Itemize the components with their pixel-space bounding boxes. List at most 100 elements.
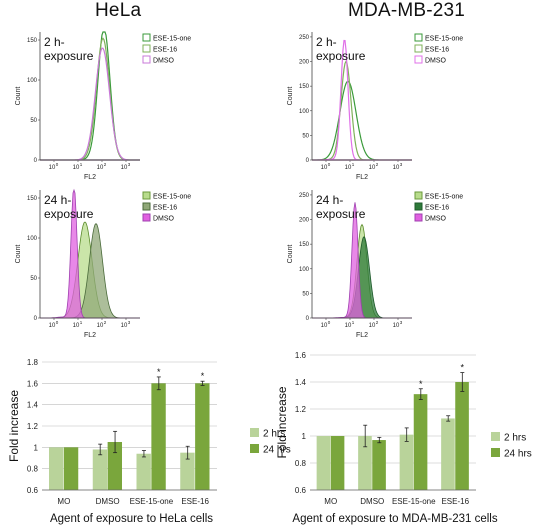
x-tick-exponent: 1 (352, 162, 355, 167)
y-tick-label: 0.8 (27, 465, 39, 474)
y-tick-label: 150 (27, 196, 38, 202)
x-tick-label: ESE-15-one (130, 497, 174, 506)
histogram-ese-16 (40, 223, 140, 319)
legend-swatch (142, 202, 151, 211)
x-tick-exponent: 1 (80, 320, 83, 325)
heading-mda-mb-231: MDA-MB-231 (348, 0, 466, 21)
y-tick-label: 1 (302, 432, 307, 441)
y-tick-label: 1.2 (27, 422, 39, 431)
y-tick-label: 0.8 (295, 459, 307, 468)
legend-label: DMSO (425, 58, 447, 65)
bar-mda: 0.6 0.8 1 1.2 1.4 1.6 Fold increase MO DMSO * ESE-… (275, 351, 532, 525)
x-tick-label: 10 (49, 323, 56, 329)
legend-label: ESE-16 (153, 47, 177, 54)
bar-2-hrs-mo (49, 447, 64, 490)
legend-swatch (414, 55, 423, 64)
y-axis-label: Count (15, 87, 22, 106)
bar-hela: 0.6 0.8 1 1.2 1.4 1.6 1.8 Fold increase MO DMSO * E… (7, 358, 291, 525)
legend-swatch (142, 55, 151, 64)
heading-hela: HeLa (95, 0, 142, 21)
legend-label: DMSO (425, 216, 447, 223)
y-tick-label: 1.6 (295, 351, 307, 360)
y-tick-label: 0 (306, 158, 310, 164)
y-tick-label: 0.6 (295, 486, 307, 495)
x-tick-label: 10 (73, 323, 80, 329)
y-tick-label: 200 (299, 60, 310, 66)
legend: ESE-15-one ESE-16 DMSO (414, 191, 463, 223)
x-tick-exponent: 3 (128, 162, 131, 167)
x-tick-exponent: 0 (56, 320, 59, 325)
x-tick-label: MO (57, 497, 70, 506)
y-tick-label: 0 (34, 316, 38, 322)
x-axis-label: Agent of exposure to MDA-MB-231 cells (292, 513, 497, 525)
x-tick-label: DMSO (360, 497, 384, 506)
histogram-ese-16 (312, 236, 412, 319)
bar-2-hrs-ese-16 (180, 452, 195, 490)
y-tick-label: 100 (27, 236, 38, 242)
bar-24-hrs-mo (330, 436, 345, 490)
x-tick-exponent: 3 (128, 320, 131, 325)
histogram-ese-16 (312, 60, 412, 161)
significance-marker: * (461, 363, 465, 373)
y-tick-label: 1.2 (295, 405, 307, 414)
y-tick-label: 100 (27, 78, 38, 84)
bar-24-hrs-ese-15-one (151, 383, 166, 490)
legend-swatch (414, 33, 423, 42)
x-tick-label: 10 (345, 165, 352, 171)
bar-2-hrs-dmso (358, 436, 372, 490)
exposure-label-line2: exposure (44, 49, 94, 63)
y-tick-label: 50 (30, 276, 37, 282)
y-tick-label: 250 (299, 35, 310, 41)
exposure-label-line1: 24 h- (44, 193, 71, 207)
legend-label: 24 hrs (504, 449, 532, 460)
bar-24-hrs-dmso (372, 440, 386, 490)
x-tick-label: ESE-15-one (392, 497, 436, 506)
y-tick-label: 200 (299, 218, 310, 224)
y-tick-label: 50 (302, 133, 309, 139)
x-axis-label: Agent of exposure to HeLa cells (50, 513, 213, 525)
x-tick-label: 10 (49, 165, 56, 171)
legend-label: ESE-15-one (425, 36, 463, 43)
legend: 2 hrs 24 hrs (491, 432, 532, 460)
legend-swatch (142, 191, 151, 200)
legend-swatch (142, 44, 151, 53)
bar-2-hrs-mo (316, 436, 331, 490)
x-tick-label: 10 (97, 165, 104, 171)
legend-swatch (414, 44, 423, 53)
x-tick-label: 10 (97, 323, 104, 329)
exposure-label-line1: 24 h- (316, 193, 343, 207)
exposure-label-line2: exposure (316, 49, 366, 63)
x-tick-label: DMSO (96, 497, 120, 506)
legend-label: DMSO (153, 58, 175, 65)
x-axis-label: FL2 (84, 174, 96, 181)
legend-swatch (414, 191, 423, 200)
y-tick-label: 1.6 (27, 379, 39, 388)
legend-swatch (142, 213, 151, 222)
x-tick-exponent: 3 (400, 320, 403, 325)
x-tick-exponent: 0 (56, 162, 59, 167)
legend-label: ESE-16 (425, 47, 449, 54)
x-tick-label: 10 (393, 165, 400, 171)
histogram-ese-15-one (312, 80, 412, 161)
y-axis-label: Count (15, 245, 22, 264)
legend-label: 2 hrs (504, 433, 526, 444)
exposure-label-line2: exposure (44, 207, 94, 221)
legend-swatch (414, 213, 423, 222)
x-tick-label: 10 (321, 165, 328, 171)
significance-marker: * (157, 367, 161, 377)
x-tick-label: ESE-16 (181, 497, 209, 506)
x-tick-label: ESE-16 (441, 497, 469, 506)
y-tick-label: 1.4 (27, 401, 39, 410)
y-axis-label: Count (287, 245, 294, 264)
legend: ESE-15-one ESE-16 DMSO (414, 33, 463, 65)
y-tick-label: 150 (299, 242, 310, 248)
bar-24-hrs-ese-15-one (413, 394, 428, 490)
legend-label: DMSO (153, 216, 175, 223)
x-axis-label: FL2 (356, 332, 368, 339)
y-tick-label: 0 (306, 316, 310, 322)
bar-2-hrs-ese-15-one (399, 434, 414, 490)
x-tick-exponent: 0 (328, 162, 331, 167)
